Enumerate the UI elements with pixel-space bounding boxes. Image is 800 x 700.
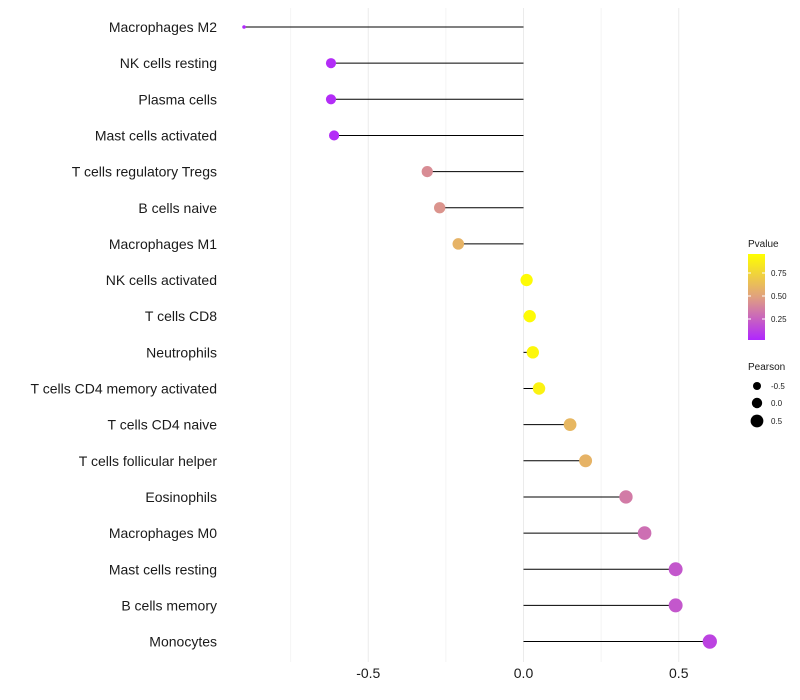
x-tick-label: 0.5: [669, 665, 689, 681]
category-label: Macrophages M0: [109, 525, 217, 541]
lollipop-point: [520, 273, 533, 287]
category-label: B cells naive: [138, 200, 217, 216]
pvalue-tick-label: 0.75: [771, 269, 787, 278]
pearson-legend: Pearson -0.5 0.0 0.5: [748, 362, 785, 428]
category-label: T cells CD4 memory activated: [31, 381, 217, 397]
category-label: Mast cells resting: [109, 561, 217, 577]
lollipop-point: [637, 526, 652, 540]
category-label: NK cells resting: [120, 55, 217, 71]
lollipop-point: [668, 598, 683, 613]
pearson-legend-label: 0.0: [771, 399, 783, 408]
category-label: Neutrophils: [146, 344, 217, 360]
lollipop-point: [421, 165, 433, 178]
category-label: T cells follicular helper: [79, 453, 218, 469]
category-label: B cells memory: [121, 597, 217, 613]
lollipop-point: [329, 130, 340, 141]
category-labels: Macrophages M2 NK cells resting Plasma cel…: [31, 19, 218, 650]
x-axis-ticks: -0.5 0.0 0.5: [356, 665, 689, 681]
lollipop-point: [325, 58, 337, 69]
category-label: Macrophages M1: [109, 236, 217, 252]
lollipop-point: [619, 490, 633, 504]
x-tick-label: 0.0: [514, 665, 534, 681]
pearson-legend-dot-large: [750, 414, 764, 428]
category-label: Monocytes: [149, 634, 217, 650]
pearson-legend-title: Pearson: [748, 362, 785, 373]
pvalue-colorbar: [748, 254, 765, 340]
lollipop-point: [523, 310, 536, 323]
pearson-legend-dot-small: [753, 382, 761, 390]
lollipop-point: [532, 382, 546, 395]
lollipop-point: [325, 94, 337, 105]
pearson-legend-dot-medium: [751, 397, 763, 409]
lollipop-point: [563, 418, 577, 432]
category-label: Mast cells activated: [95, 127, 217, 143]
pvalue-legend-title: Pvalue: [748, 239, 779, 250]
category-label: T cells regulatory Tregs: [72, 164, 217, 180]
category-label: Plasma cells: [138, 91, 217, 107]
point-layer: [242, 25, 717, 649]
category-label: T cells CD4 naive: [108, 417, 218, 433]
grid-layer: [290, 8, 680, 662]
pearson-legend-label: 0.5: [771, 417, 783, 426]
lollipop-point: [433, 202, 446, 214]
pearson-legend-label: -0.5: [771, 382, 785, 391]
lollipop-point: [526, 346, 539, 359]
lollipop-point: [702, 634, 717, 649]
pvalue-tick-label: 0.50: [771, 292, 787, 301]
pvalue-tick-label: 0.25: [771, 315, 787, 324]
category-label: NK cells activated: [106, 272, 217, 288]
lollipop-point: [242, 25, 246, 29]
category-label: Eosinophils: [145, 489, 217, 505]
lollipop-point: [579, 454, 593, 468]
lollipop-point: [452, 238, 465, 250]
lollipop-point: [668, 562, 683, 577]
category-label: Macrophages M2: [109, 19, 217, 35]
stem-layer: [244, 26, 710, 643]
category-label: T cells CD8: [145, 308, 217, 324]
pvalue-legend: Pvalue 0.75 0.50 0.25: [748, 239, 787, 340]
x-tick-label: -0.5: [356, 665, 380, 681]
